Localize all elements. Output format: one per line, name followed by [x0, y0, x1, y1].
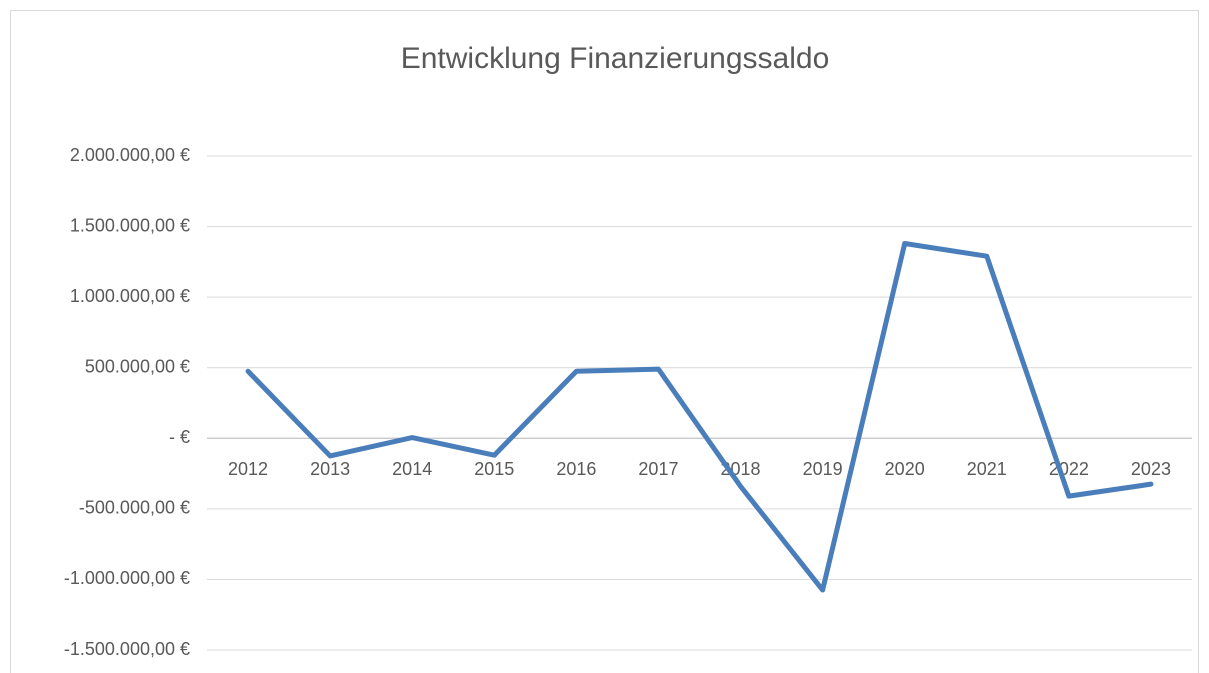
x-tick-label: 2021 — [967, 459, 1007, 479]
x-tick-label: 2016 — [556, 459, 596, 479]
y-tick-label: -500.000,00 € — [79, 498, 190, 518]
x-tick-label: 2013 — [310, 459, 350, 479]
y-tick-label: 2.000.000,00 € — [70, 145, 190, 165]
x-tick-label: 2023 — [1131, 459, 1171, 479]
x-tick-label: 2012 — [228, 459, 268, 479]
y-tick-label: - € — [169, 427, 190, 447]
x-tick-label: 2014 — [392, 459, 432, 479]
y-tick-label: 1.000.000,00 € — [70, 286, 190, 306]
chart-frame — [10, 10, 1199, 673]
x-tick-label: 2017 — [638, 459, 678, 479]
x-tick-label: 2015 — [474, 459, 514, 479]
y-tick-label: 1.500.000,00 € — [70, 215, 190, 235]
x-tick-label: 2019 — [803, 459, 843, 479]
y-tick-label: 500.000,00 € — [85, 356, 190, 376]
y-tick-label: -1.500.000,00 € — [64, 639, 190, 659]
x-tick-label: 2020 — [885, 459, 925, 479]
y-tick-label: -1.000.000,00 € — [64, 568, 190, 588]
chart-title: Entwicklung Finanzierungssaldo — [401, 42, 830, 75]
data-line — [245, 241, 1154, 593]
